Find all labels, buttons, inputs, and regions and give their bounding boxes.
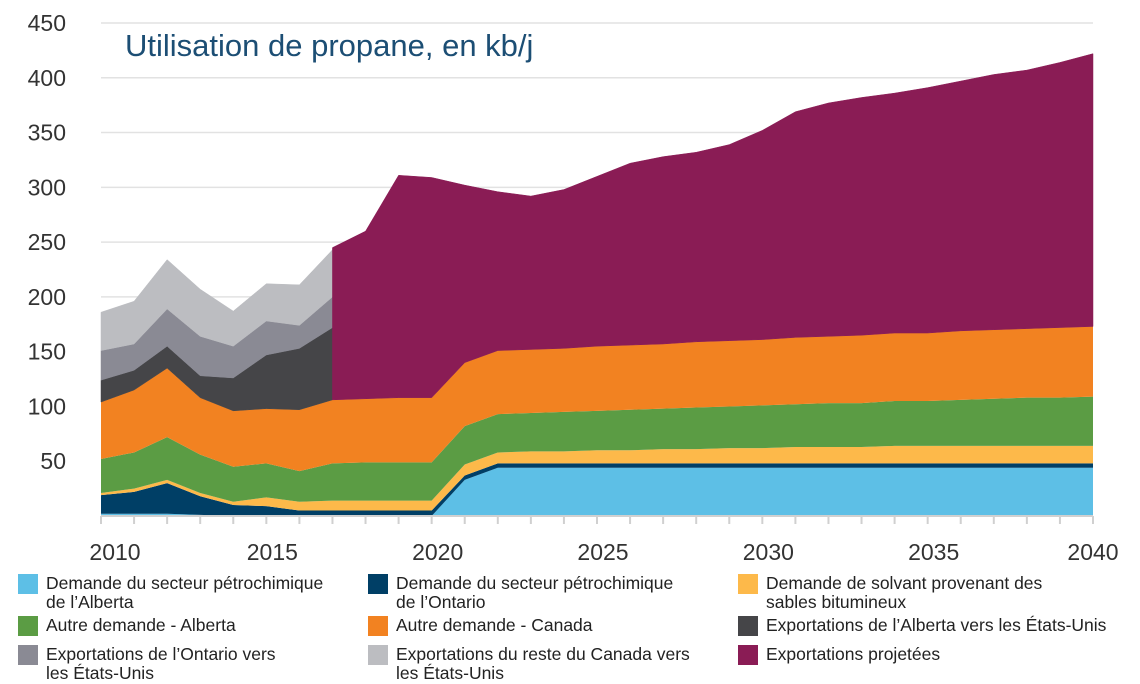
legend-label-line: Exportations du reste du Canada vers <box>396 644 690 664</box>
legend-swatch <box>18 616 38 636</box>
legend-label-line: Demande du secteur pétrochimique <box>46 573 324 593</box>
x-tick-label: 2025 <box>577 539 628 565</box>
y-tick-label: 150 <box>28 339 66 365</box>
x-tick-label: 2020 <box>412 539 463 565</box>
legend-item: Demande du secteur pétrochimique de l’Ont… <box>368 574 673 612</box>
y-tick-label: 350 <box>28 120 66 146</box>
y-tick-label: 450 <box>28 10 66 36</box>
y-tick-label: 100 <box>28 393 66 419</box>
legend-label-line: Exportations de l’Ontario vers <box>46 644 276 664</box>
area-3 <box>101 396 1093 502</box>
y-tick-label: 250 <box>28 229 66 255</box>
legend-item: Exportations du reste du Canada vers les … <box>368 645 690 683</box>
x-tick-label: 2010 <box>89 539 140 565</box>
legend-item: Demande du secteur pétrochimique de l’Alb… <box>18 574 323 612</box>
legend-swatch <box>738 574 758 594</box>
legend-item: Exportations de l’Ontario vers les États-… <box>18 645 276 683</box>
legend-label-line: Demande du secteur pétrochimique <box>396 573 674 593</box>
legend-item: Autre demande - Alberta <box>18 616 236 636</box>
legend-label: Autre demande - Canada <box>396 616 593 635</box>
legend-label-line: Exportations de l’Alberta vers les États… <box>766 615 1107 635</box>
y-tick-label: 300 <box>28 174 66 200</box>
x-tick-label: 2015 <box>247 539 298 565</box>
legend-label: Demande du secteur pétrochimique de l’Ont… <box>396 574 673 612</box>
legend-label-line: de l’Alberta <box>46 592 134 612</box>
area-2 <box>101 445 1093 511</box>
legend-label-line: de l’Ontario <box>396 592 486 612</box>
y-tick-label: 200 <box>28 284 66 310</box>
chart-title: Utilisation de propane, en kb/j <box>125 28 534 63</box>
legend-label: Demande de solvant provenant des sables b… <box>766 574 1042 612</box>
legend-item: Autre demande - Canada <box>368 616 593 636</box>
legend-swatch <box>368 645 388 665</box>
legend-item: Exportations de l’Alberta vers les États… <box>738 616 1106 636</box>
legend-swatch <box>738 616 758 636</box>
area-8 <box>332 53 1094 401</box>
legend-swatch <box>368 574 388 594</box>
legend-label: Exportations du reste du Canada vers les … <box>396 645 690 683</box>
legend-label-line: Autre demande - Canada <box>396 615 593 635</box>
area-4 <box>101 326 1093 472</box>
legend-label-line: les États-Unis <box>396 663 504 683</box>
y-tick-label: 50 <box>40 448 66 474</box>
legend-label: Autre demande - Alberta <box>46 616 236 635</box>
legend-swatch <box>738 645 758 665</box>
legend-label-line: Autre demande - Alberta <box>46 615 236 635</box>
legend-label-line: Demande de solvant provenant des <box>766 573 1043 593</box>
legend-swatch <box>368 616 388 636</box>
legend-label: Demande du secteur pétrochimique de l’Alb… <box>46 574 323 612</box>
legend-item: Demande de solvant provenant des sables b… <box>738 574 1042 612</box>
area-0 <box>101 467 1093 516</box>
legend-label: Exportations de l’Ontario vers les États-… <box>46 645 276 683</box>
legend-label-line: sables bitumineux <box>766 592 907 612</box>
x-tick-label: 2035 <box>908 539 959 565</box>
legend-swatch <box>18 574 38 594</box>
legend-label: Exportations de l’Alberta vers les États… <box>766 616 1106 635</box>
x-tick-label: 2040 <box>1067 539 1118 565</box>
legend-label: Exportations projetées <box>766 645 940 664</box>
x-tick-label: 2030 <box>743 539 794 565</box>
area-1 <box>101 463 1093 516</box>
legend-swatch <box>18 645 38 665</box>
legend-label-line: Exportations projetées <box>766 644 941 664</box>
y-tick-label: 400 <box>28 65 66 91</box>
legend-label-line: les États-Unis <box>46 663 154 683</box>
legend-item: Exportations projetées <box>738 645 940 665</box>
